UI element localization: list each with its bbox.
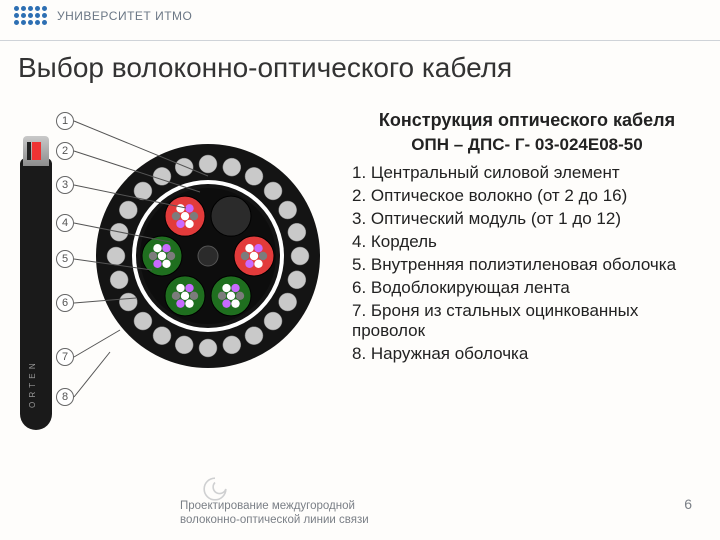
callout-4: 4 (56, 214, 74, 232)
page-number: 6 (684, 496, 692, 512)
callout-1: 1 (56, 112, 74, 130)
itmo-logo-icon (14, 6, 47, 25)
callout-number: 5 (56, 250, 74, 268)
cable-cross-section (92, 140, 324, 372)
header: УНИВЕРСИТЕТ ИТМО (14, 6, 192, 25)
callout-number: 2 (56, 142, 74, 160)
swirl-icon (202, 476, 228, 502)
component-item: 6. Водоблокирующая лента (352, 278, 702, 298)
callout-6: 6 (56, 294, 74, 312)
construction-subtitle: Конструкция оптического кабеля (352, 110, 702, 131)
callout-number: 4 (56, 214, 74, 232)
callout-number: 7 (56, 348, 74, 366)
component-list: 1. Центральный силовой элемент 2. Оптичес… (352, 163, 702, 364)
cable-figure: O R T E N 1 2 3 4 5 6 7 8 (16, 110, 326, 450)
component-item: 3. Оптический модуль (от 1 до 12) (352, 209, 702, 229)
slide-title: Выбор волоконно-оптического кабеля (18, 52, 512, 84)
footer-line-2: волоконно-оптической линии связи (180, 514, 369, 526)
university-name: УНИВЕРСИТЕТ ИТМО (57, 9, 192, 23)
callout-8: 8 (56, 388, 74, 406)
component-item: 2. Оптическое волокно (от 2 до 16) (352, 186, 702, 206)
cable-core-black (27, 142, 31, 160)
footer-line-1: Проектирование междугородной (180, 500, 355, 512)
component-item: 8. Наружная оболочка (352, 344, 702, 364)
cable-model: ОПН – ДПС- Г- 03-024Е08-50 (352, 135, 702, 155)
callout-5: 5 (56, 250, 74, 268)
cable-side-view: O R T E N (20, 158, 52, 430)
header-rule (0, 40, 720, 41)
callout-3: 3 (56, 176, 74, 194)
component-item: 4. Кордель (352, 232, 702, 252)
callout-number: 8 (56, 388, 74, 406)
component-item: 1. Центральный силовой элемент (352, 163, 702, 183)
component-item: 7. Броня из стальных оцинкованных провол… (352, 301, 702, 341)
callout-number: 6 (56, 294, 74, 312)
cable-core-red (32, 142, 41, 160)
slide: УНИВЕРСИТЕТ ИТМО Выбор волоконно-оптичес… (0, 0, 720, 540)
footer: Проектирование междугородной волоконно-о… (180, 500, 369, 528)
cable-marking: O R T E N (28, 362, 37, 408)
cross-section-svg (92, 140, 324, 372)
callout-number: 3 (56, 176, 74, 194)
component-item: 5. Внутренняя полиэтиленовая оболочка (352, 255, 702, 275)
callout-number: 1 (56, 112, 74, 130)
callout-7: 7 (56, 348, 74, 366)
callout-2: 2 (56, 142, 74, 160)
description-column: Конструкция оптического кабеля ОПН – ДПС… (352, 110, 702, 367)
